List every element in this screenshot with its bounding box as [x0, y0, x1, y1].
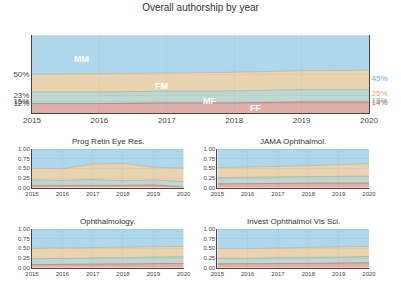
svg-text:15%: 15%: [13, 97, 29, 106]
svg-text:2016: 2016: [56, 191, 70, 197]
svg-text:1.00: 1.00: [18, 226, 30, 232]
svg-text:0.75: 0.75: [18, 156, 30, 162]
svg-text:2019: 2019: [332, 191, 346, 197]
svg-text:2020: 2020: [177, 271, 191, 277]
svg-text:50%: 50%: [13, 70, 29, 79]
svg-text:2015: 2015: [211, 191, 225, 197]
svg-text:2016: 2016: [91, 116, 109, 125]
svg-text:0.00: 0.00: [203, 265, 215, 271]
svg-text:1.00: 1.00: [203, 146, 215, 152]
svg-text:MM: MM: [74, 54, 89, 64]
svg-text:2015: 2015: [25, 271, 39, 277]
svg-text:FF: FF: [250, 103, 261, 113]
svg-text:2018: 2018: [116, 191, 130, 197]
svg-text:Prog Retin Eye Res.: Prog Retin Eye Res.: [72, 137, 144, 146]
svg-text:Invest Ophthalmol Vis Sci.: Invest Ophthalmol Vis Sci.: [247, 217, 340, 226]
svg-text:2020: 2020: [362, 271, 376, 277]
svg-text:2017: 2017: [86, 191, 100, 197]
svg-text:Overall authorship by year: Overall authorship by year: [142, 2, 259, 13]
svg-text:2016: 2016: [241, 271, 255, 277]
svg-text:16%: 16%: [372, 96, 388, 105]
svg-text:0.00: 0.00: [18, 185, 30, 191]
svg-text:2017: 2017: [271, 271, 285, 277]
svg-text:2020: 2020: [362, 191, 376, 197]
svg-text:1.00: 1.00: [18, 146, 30, 152]
svg-text:23%: 23%: [13, 91, 29, 100]
svg-text:45%: 45%: [372, 74, 388, 83]
svg-text:2017: 2017: [86, 271, 100, 277]
svg-text:2017: 2017: [158, 116, 176, 125]
svg-text:0.75: 0.75: [203, 156, 215, 162]
svg-text:2015: 2015: [25, 191, 39, 197]
svg-text:2020: 2020: [177, 191, 191, 197]
svg-text:2016: 2016: [241, 191, 255, 197]
svg-text:MF: MF: [203, 96, 216, 106]
svg-text:2018: 2018: [302, 271, 316, 277]
svg-text:0.25: 0.25: [18, 175, 30, 181]
svg-text:0.25: 0.25: [203, 255, 215, 261]
svg-text:2018: 2018: [116, 271, 130, 277]
svg-text:0.25: 0.25: [18, 255, 30, 261]
svg-text:0.75: 0.75: [18, 236, 30, 242]
svg-text:2015: 2015: [211, 271, 225, 277]
svg-text:JAMA Ophthalmol.: JAMA Ophthalmol.: [260, 137, 326, 146]
svg-text:2019: 2019: [147, 271, 161, 277]
svg-text:0.50: 0.50: [18, 165, 30, 171]
svg-text:2018: 2018: [225, 116, 243, 125]
svg-text:25%: 25%: [372, 89, 388, 98]
svg-text:0.50: 0.50: [203, 165, 215, 171]
svg-text:2019: 2019: [147, 191, 161, 197]
svg-text:Ophthalmology.: Ophthalmology.: [80, 217, 135, 226]
svg-text:FM: FM: [155, 81, 168, 91]
svg-text:2018: 2018: [302, 191, 316, 197]
svg-text:0.25: 0.25: [203, 175, 215, 181]
svg-text:0.50: 0.50: [203, 245, 215, 251]
svg-text:2020: 2020: [360, 116, 378, 125]
svg-text:14%: 14%: [372, 98, 388, 107]
svg-text:2016: 2016: [56, 271, 70, 277]
svg-text:2019: 2019: [293, 116, 311, 125]
svg-text:0.00: 0.00: [18, 265, 30, 271]
svg-text:0.50: 0.50: [18, 245, 30, 251]
svg-text:0.00: 0.00: [203, 185, 215, 191]
svg-text:2017: 2017: [271, 191, 285, 197]
svg-text:1.00: 1.00: [203, 226, 215, 232]
svg-text:2019: 2019: [332, 271, 346, 277]
svg-text:2015: 2015: [23, 116, 41, 125]
svg-text:12%: 12%: [13, 99, 29, 108]
svg-text:0.75: 0.75: [203, 236, 215, 242]
